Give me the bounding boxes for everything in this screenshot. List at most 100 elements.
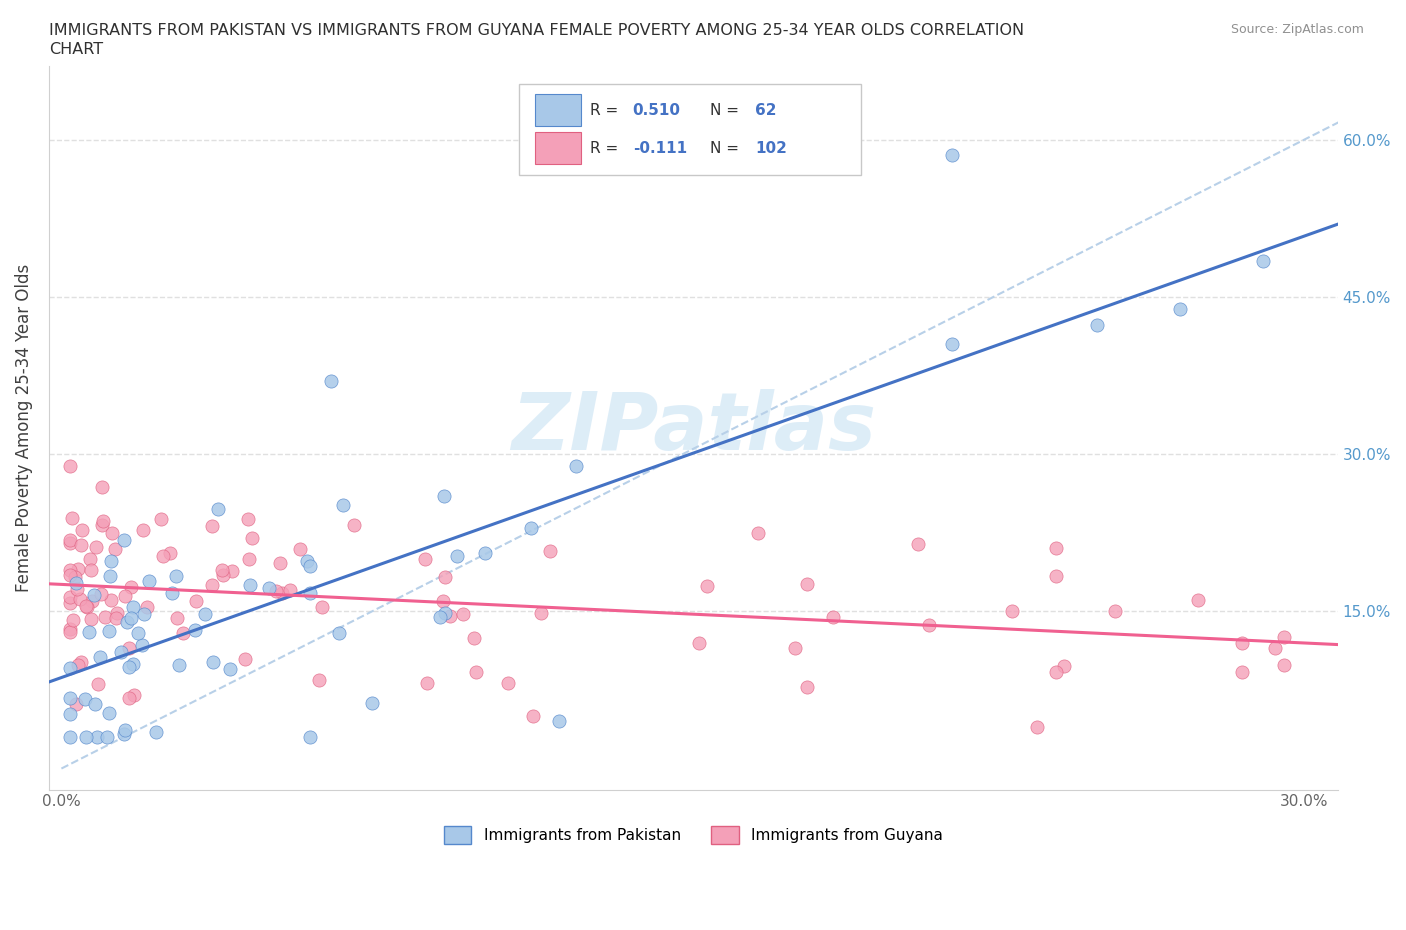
Point	[1272, 658, 1295, 672]
Point	[433, 488, 456, 503]
Point	[59, 567, 82, 582]
Point	[821, 609, 844, 624]
Point	[112, 726, 135, 741]
Point	[105, 605, 128, 620]
Point	[112, 533, 135, 548]
Point	[66, 581, 89, 596]
Point	[236, 512, 259, 526]
Point	[66, 658, 89, 672]
Point	[172, 626, 194, 641]
Text: R =: R =	[591, 141, 623, 156]
Point	[115, 615, 138, 630]
Point	[295, 554, 318, 569]
Point	[211, 562, 233, 577]
Point	[103, 541, 125, 556]
Point	[520, 521, 543, 536]
Point	[547, 714, 569, 729]
Point	[201, 519, 224, 534]
Point	[86, 730, 108, 745]
Point	[127, 626, 149, 641]
Point	[1168, 301, 1191, 316]
Point	[1232, 664, 1254, 679]
Point	[80, 612, 103, 627]
Text: -0.111: -0.111	[633, 141, 688, 156]
Point	[59, 625, 82, 640]
Point	[432, 594, 454, 609]
Point	[122, 688, 145, 703]
Point	[105, 610, 128, 625]
Point	[429, 610, 451, 625]
Point	[59, 590, 82, 604]
FancyBboxPatch shape	[534, 132, 581, 164]
Point	[167, 658, 190, 672]
Point	[1026, 719, 1049, 734]
Point	[120, 579, 142, 594]
Point	[278, 582, 301, 597]
Point	[79, 551, 101, 566]
Point	[59, 563, 82, 578]
Point	[1264, 641, 1286, 656]
Point	[93, 609, 115, 624]
Point	[433, 570, 456, 585]
Point	[298, 559, 321, 574]
Point	[319, 373, 342, 388]
Point	[122, 599, 145, 614]
Point	[463, 631, 485, 645]
Point	[416, 675, 439, 690]
Point	[1085, 317, 1108, 332]
Text: Source: ZipAtlas.com: Source: ZipAtlas.com	[1230, 23, 1364, 36]
Point	[114, 723, 136, 737]
Point	[1045, 569, 1067, 584]
Point	[96, 730, 118, 745]
Point	[120, 611, 142, 626]
Point	[332, 498, 354, 512]
Point	[219, 661, 242, 676]
Point	[63, 570, 86, 585]
Point	[59, 459, 82, 474]
Y-axis label: Female Poverty Among 25-34 Year Olds: Female Poverty Among 25-34 Year Olds	[15, 264, 32, 592]
Point	[202, 654, 225, 669]
Point	[413, 551, 436, 566]
Point	[69, 591, 91, 606]
Point	[162, 585, 184, 600]
Point	[474, 546, 496, 561]
Point	[87, 676, 110, 691]
Point	[212, 567, 235, 582]
Point	[207, 501, 229, 516]
Point	[233, 652, 256, 667]
Point	[90, 587, 112, 602]
Point	[118, 691, 141, 706]
Point	[59, 730, 82, 745]
FancyBboxPatch shape	[534, 94, 581, 126]
Point	[907, 537, 929, 551]
Point	[150, 512, 173, 526]
Point	[72, 523, 94, 538]
Point	[257, 581, 280, 596]
Point	[131, 638, 153, 653]
Point	[77, 624, 100, 639]
Point	[238, 552, 260, 567]
Point	[298, 730, 321, 745]
Text: 62: 62	[755, 103, 776, 118]
Point	[201, 578, 224, 592]
Point	[270, 585, 292, 600]
Point	[1104, 604, 1126, 618]
Point	[59, 706, 82, 721]
FancyBboxPatch shape	[519, 85, 860, 175]
Point	[84, 539, 107, 554]
Point	[1251, 254, 1274, 269]
Point	[941, 148, 963, 163]
Point	[288, 542, 311, 557]
Point	[221, 564, 243, 578]
Point	[70, 538, 93, 552]
Text: 0.510: 0.510	[633, 103, 681, 118]
Point	[166, 610, 188, 625]
Point	[688, 636, 710, 651]
Point	[564, 458, 586, 473]
Point	[65, 576, 87, 591]
Text: ZIPatlas: ZIPatlas	[510, 389, 876, 467]
Point	[98, 568, 121, 583]
Text: IMMIGRANTS FROM PAKISTAN VS IMMIGRANTS FROM GUYANA FEMALE POVERTY AMONG 25-34 YE: IMMIGRANTS FROM PAKISTAN VS IMMIGRANTS F…	[49, 23, 1025, 38]
Point	[538, 544, 561, 559]
Point	[117, 659, 139, 674]
